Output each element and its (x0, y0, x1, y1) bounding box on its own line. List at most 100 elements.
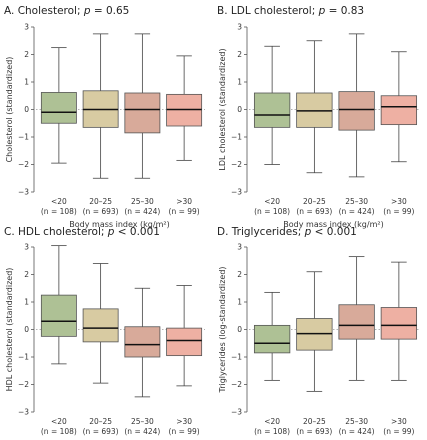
y-tick-label: −3 (18, 408, 29, 417)
x-count-label: (n = 99) (383, 207, 414, 216)
panel-title: C. HDL cholesterol; p < 0.001 (4, 226, 160, 238)
x-count-label: (n = 424) (339, 427, 375, 436)
x-tick-label: 20–25 (303, 417, 326, 426)
panel-p-value: = 0.65 (91, 5, 130, 17)
panel-title: A. Cholesterol; p = 0.65 (4, 5, 129, 17)
x-tick-label: 20–25 (303, 197, 326, 206)
box-3 (338, 256, 375, 381)
x-tick-label: >30 (391, 417, 407, 426)
box-2 (296, 271, 333, 392)
y-tick-label: 0 (237, 105, 242, 114)
y-tick-label: 3 (24, 243, 29, 252)
panel-letter: A. (4, 5, 18, 17)
panel-p-symbol: p (83, 5, 91, 17)
x-tick-label: >30 (176, 417, 192, 426)
x-count-label: (n = 99) (383, 427, 414, 436)
x-tick-label: <20 (51, 197, 67, 206)
y-tick-label: 1 (237, 298, 242, 307)
y-axis-label: LDL cholesterol (standardized) (218, 48, 227, 170)
iqr-box (338, 91, 375, 131)
iqr-box (124, 92, 161, 134)
box-1 (253, 45, 291, 165)
panel-title-text: Triglycerides; (231, 226, 305, 238)
x-tick-label: <20 (51, 417, 67, 426)
y-tick-label: 2 (237, 50, 242, 59)
y-tick-label: −3 (18, 188, 29, 197)
panel-p-value: = 0.83 (325, 5, 364, 17)
y-tick-label: −2 (231, 380, 242, 389)
x-count-label: (n = 424) (124, 427, 160, 436)
y-tick-label: 3 (237, 23, 242, 32)
x-count-label: (n = 424) (339, 207, 375, 216)
y-tick-label: −2 (18, 160, 29, 169)
y-tick-label: −1 (18, 353, 29, 362)
box-2 (296, 40, 333, 174)
panel-3: C. HDL cholesterol; p < 0.001 −3 −2 −1 0 1 2 3 H… (4, 226, 205, 436)
iqr-box (338, 304, 375, 340)
box-4 (380, 261, 418, 381)
panel-letter: B. (217, 5, 231, 17)
y-tick-label: −2 (231, 160, 242, 169)
y-tick-label: −1 (231, 133, 242, 142)
x-axis-label: Body mass index (kg/m²) (69, 220, 169, 229)
y-tick-label: −3 (231, 188, 242, 197)
y-tick-label: 0 (24, 105, 29, 114)
box-1 (253, 291, 291, 381)
iqr-box (380, 95, 418, 126)
y-tick-label: −1 (231, 353, 242, 362)
box-3 (338, 33, 375, 178)
y-tick-label: 1 (24, 78, 29, 87)
x-tick-label: >30 (391, 197, 407, 206)
y-tick-label: −3 (231, 408, 242, 417)
panel-p-symbol: p (107, 226, 115, 238)
box-4 (166, 285, 203, 387)
box-2 (82, 33, 119, 179)
iqr-box (40, 92, 77, 124)
x-tick-label: >30 (176, 197, 192, 206)
panel-title-text: Cholesterol; (18, 5, 84, 17)
panel-title-text: LDL cholesterol; (231, 5, 319, 17)
x-tick-label: 25–30 (131, 417, 154, 426)
panel-p-value: < 0.001 (114, 226, 160, 238)
panel-letter: D. (217, 226, 232, 238)
y-tick-label: 1 (237, 78, 242, 87)
box-4 (166, 55, 203, 161)
y-tick-label: 2 (237, 270, 242, 279)
y-tick-label: 3 (24, 23, 29, 32)
panel-p-symbol: p (318, 5, 326, 17)
y-axis-label: HDL cholesterol (standardized) (5, 268, 14, 392)
y-tick-label: 0 (24, 325, 29, 334)
x-count-label: (n = 108) (254, 427, 290, 436)
x-count-label: (n = 99) (169, 207, 200, 216)
y-tick-label: 2 (24, 270, 29, 279)
iqr-box (380, 307, 418, 340)
panel-1: A. Cholesterol; p = 0.65 −3 −2 −1 0 1 2 3 Choles… (4, 5, 205, 229)
x-count-label: (n = 108) (41, 207, 77, 216)
iqr-box (124, 326, 161, 358)
iqr-box (82, 308, 119, 343)
y-tick-label: 1 (24, 298, 29, 307)
x-tick-label: 20–25 (89, 417, 112, 426)
x-tick-label: 20–25 (89, 197, 112, 206)
x-count-label: (n = 99) (169, 427, 200, 436)
y-axis-label: Triglycerides (log-standardized) (218, 266, 227, 393)
x-count-label: (n = 693) (296, 427, 332, 436)
y-tick-label: −2 (18, 380, 29, 389)
x-count-label: (n = 424) (124, 207, 160, 216)
x-count-label: (n = 693) (83, 427, 119, 436)
panel-letter: C. (4, 226, 18, 238)
box-2 (82, 263, 119, 384)
panel-p-value: < 0.001 (311, 226, 357, 238)
panel-title: D. Triglycerides; p < 0.001 (217, 226, 357, 238)
iqr-box (166, 327, 203, 357)
panel-2: B. LDL cholesterol; p = 0.83 −3 −2 −1 0 1 2 3 LD… (217, 5, 420, 229)
x-tick-label: <20 (264, 417, 280, 426)
x-count-label: (n = 693) (296, 207, 332, 216)
x-count-label: (n = 693) (83, 207, 119, 216)
y-tick-label: −1 (18, 133, 29, 142)
iqr-box (253, 324, 291, 354)
panel-title: B. LDL cholesterol; p = 0.83 (217, 5, 364, 17)
x-tick-label: 25–30 (345, 197, 368, 206)
x-tick-label: 25–30 (345, 417, 368, 426)
